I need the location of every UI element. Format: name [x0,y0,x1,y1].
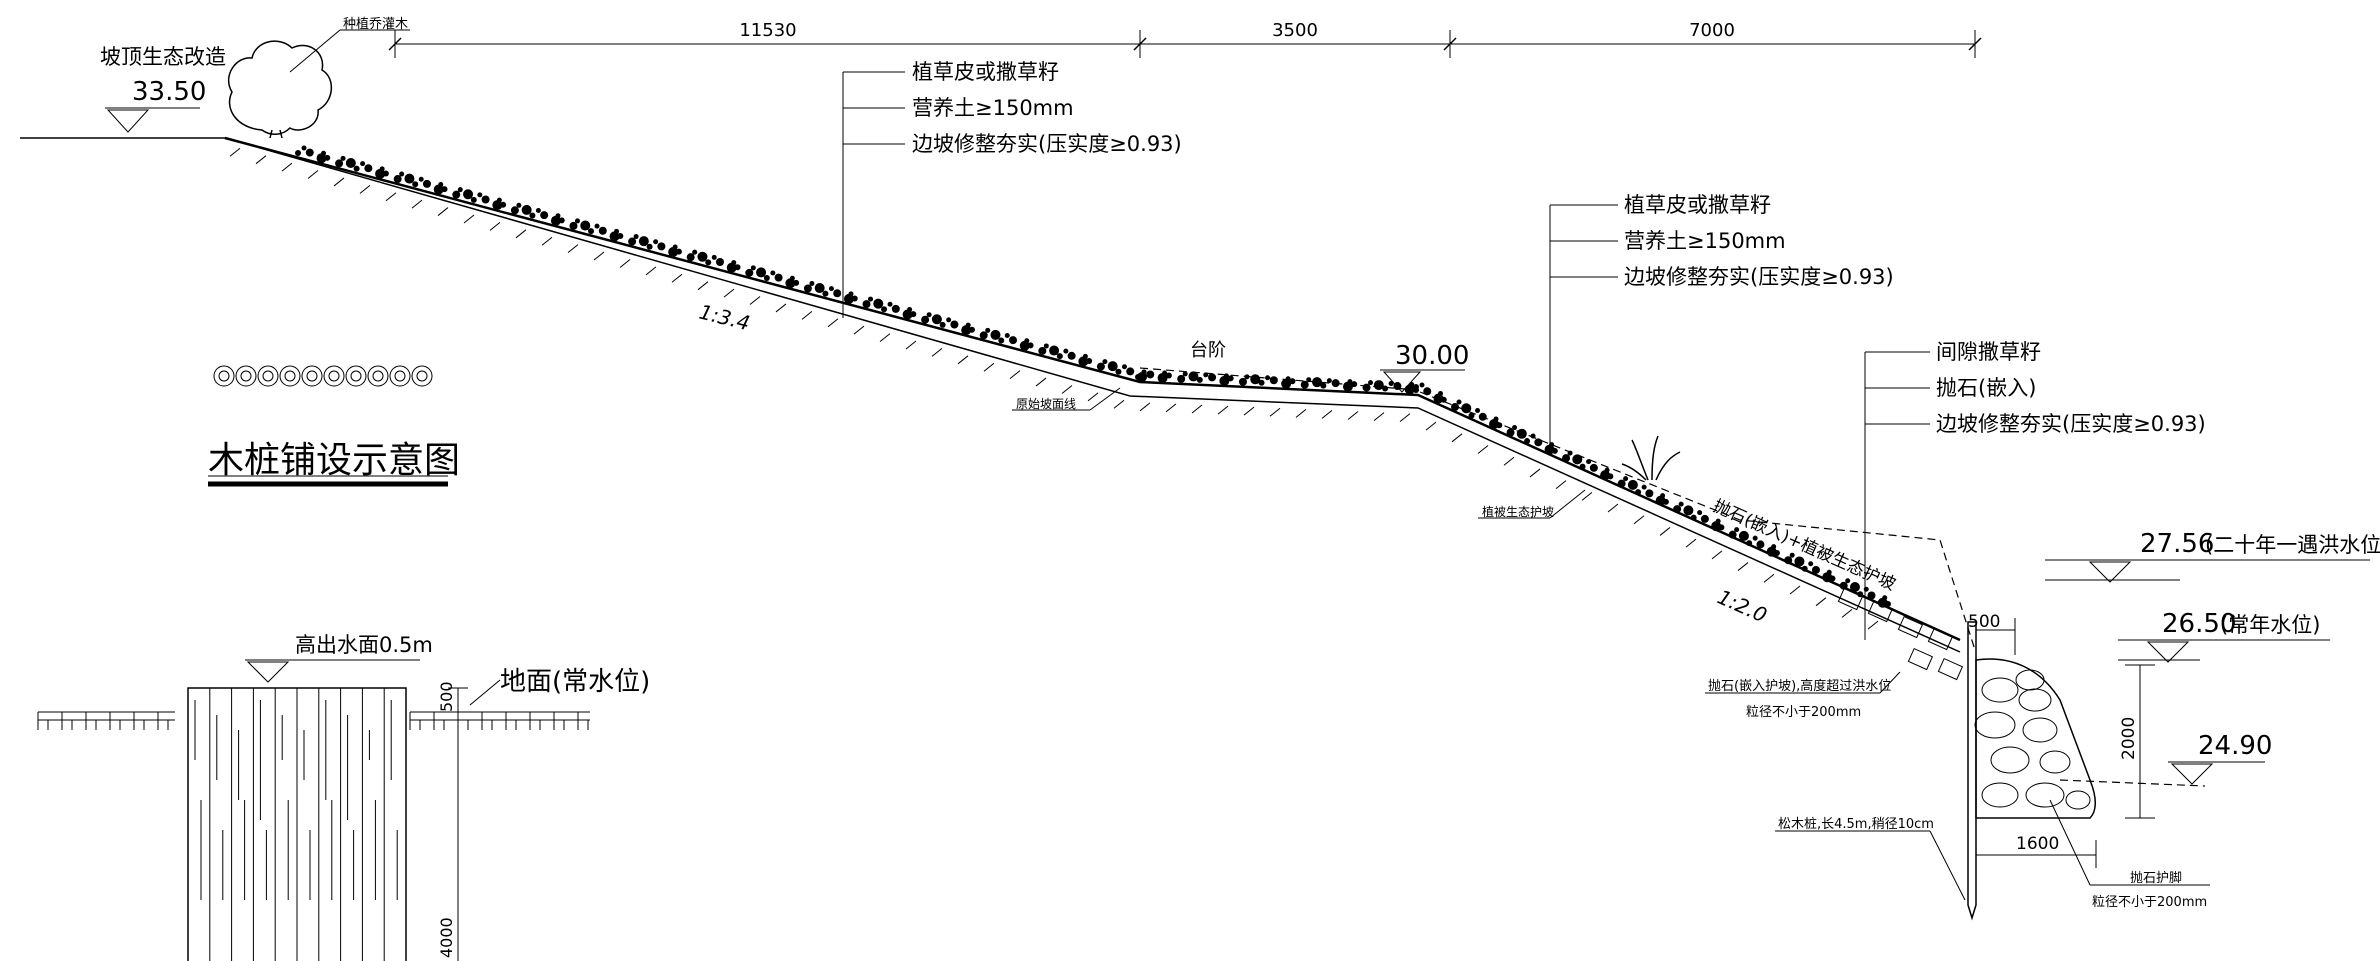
pile-elevation-detail: 高出水面0.5m 地面(常水位) 500 4000 [37,633,650,961]
shrub-label: 种植乔灌木 [343,17,408,32]
crest-elevation: 33.50 [132,77,206,107]
rock-note-line2: 粒径不小于200mm [1746,705,1861,720]
upper-slope-callout: 植草皮或撒草籽 营养土≥150mm 边坡修整夯实(压实度≥0.93) [842,60,1182,318]
pile-dim-500: 500 [437,681,456,712]
pile-dim-4000: 4000 [437,917,456,958]
upper-slope-ratio: 1:3.4 [697,300,753,336]
pile-detail-title: 木桩铺设示意图 [208,440,460,487]
pile-detail-title-text: 木桩铺设示意图 [208,440,460,481]
normal-level-label: (常年水位) [2220,613,2320,637]
rock-callout: 间隙撒草籽 抛石(嵌入) 边坡修整夯实(压实度≥0.93) [1864,340,2206,640]
lower-slope-ratio: 1:2.0 [1714,585,1771,628]
mid-layer-3: 边坡修整夯实(压实度≥0.93) [1624,265,1894,289]
flood-level-marker: 27.56 (二十年一遇洪水位) [2045,529,2380,583]
above-water-label: 高出水面0.5m [295,633,433,657]
flood-elevation: 27.56 [2140,529,2214,559]
crest-annotation: 坡顶生态改造 33.50 种植乔灌木 [100,17,410,133]
normal-elevation: 26.50 [2162,609,2236,639]
rock-layer-2: 抛石(嵌入) [1936,376,2036,400]
rock-layer-3: 边坡修整夯实(压实度≥0.93) [1936,412,2206,436]
mid-slope-callout: 植草皮或撒草籽 营养土≥150mm 边坡修整夯实(压实度≥0.93) [1549,193,1894,450]
toe-dim-1600: 1600 [2016,834,2059,854]
pile-and-toe: 500 1600 2000 [1837,587,2206,921]
reed-plant-icon [1621,435,1681,481]
original-slope-line-label: 原始坡面线 [1016,397,1076,411]
toe-dim-500: 500 [1968,612,2000,632]
bottom-level-marker: 24.90 [2168,731,2272,785]
upper-layer-3: 边坡修整夯实(压实度≥0.93) [912,132,1182,156]
rock-note-line1: 抛石(嵌入护坡),高度超过洪水位 [1708,678,1891,694]
bottom-elevation: 24.90 [2198,731,2272,761]
mid-elevation: 30.00 [1395,341,1469,371]
rock-layer-1: 间隙撒草籽 [1936,340,2041,364]
dim-7000: 7000 [1689,20,1735,41]
top-dimension-chain: 11530 3500 7000 [388,20,1982,58]
mid-layer-2: 营养土≥150mm [1624,229,1786,253]
flood-level-label: (二十年一遇洪水位) [2205,533,2380,557]
upper-layer-1: 植草皮或撒草籽 [912,60,1059,84]
crest-title: 坡顶生态改造 [100,45,226,69]
vegetation-layer [295,145,1891,608]
rock-notes: 抛石(嵌入护坡),高度超过洪水位 粒径不小于200mm 松木桩,长4.5m,稍径… [1705,671,2210,910]
mid-elevation-marker: 30.00 [1380,341,1469,393]
mid-layer-1: 植草皮或撒草籽 [1624,193,1771,217]
pile-note: 松木桩,长4.5m,稍径10cm [1778,817,1934,832]
dim-11530: 11530 [739,20,796,41]
tree-icon [227,40,332,139]
ground-profile [20,136,1961,653]
terrace-annotation: 台阶 原始坡面线 [1012,340,1419,411]
upper-layer-2: 营养土≥150mm [912,96,1074,120]
veg-protection-label: 植被生态护坡 [1482,504,1554,519]
toe-note-line1: 抛石护脚 [2130,870,2182,886]
flood-guide-line [1419,391,1976,651]
terrace-label: 台阶 [1190,340,1226,361]
rock-veg-slope-label: 抛石(嵌入)+植被生态护坡 [1710,496,1899,595]
toe-dim-2000: 2000 [2119,717,2139,760]
ground-level-label: 地面(常水位) [500,667,650,697]
toe-note-line2: 粒径不小于200mm [2092,895,2207,910]
normal-level-marker: 26.50 (常年水位) [2118,609,2330,663]
pile-plan-icon [213,365,433,387]
veg-protection-annotation: 植被生态护坡 [1478,489,1586,519]
dim-3500: 3500 [1272,20,1318,41]
